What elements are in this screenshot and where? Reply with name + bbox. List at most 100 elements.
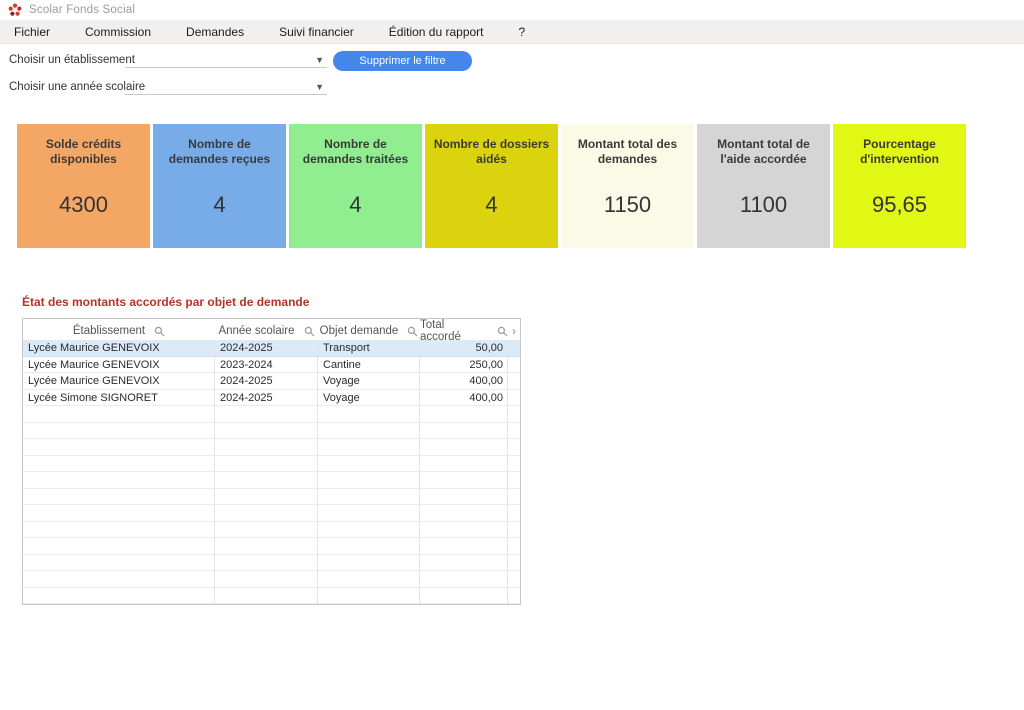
year-combo[interactable]: ▼	[125, 74, 327, 95]
app-logo-icon	[8, 3, 22, 17]
kpi-label: Montant total de l'aide accordée	[717, 137, 810, 166]
search-icon[interactable]	[407, 326, 418, 337]
table-cell: Lycée Maurice GENEVOIX	[23, 356, 215, 373]
table-cell	[318, 455, 420, 472]
table-cell	[215, 455, 318, 472]
menu-fichier[interactable]: Fichier	[14, 24, 51, 39]
menu-demandes[interactable]: Demandes	[186, 24, 245, 39]
table-cell	[23, 505, 215, 522]
table-row-strip	[508, 390, 520, 406]
table-row-0[interactable]: Lycée Maurice GENEVOIX 2024-2025 Transport…	[23, 340, 520, 357]
table-cell: 400,00	[420, 389, 508, 406]
table-row-1[interactable]: Lycée Maurice GENEVOIX 2023-2024 Cantine 25…	[23, 356, 520, 373]
table-cell	[215, 554, 318, 571]
table-row-strip	[508, 555, 520, 571]
table-cell	[215, 439, 318, 456]
table-empty-row[interactable]	[23, 587, 520, 604]
table-row-3[interactable]: Lycée Simone SIGNORET 2024-2025 Voyage 400,…	[23, 389, 520, 406]
title-bar: Scolar Fonds Social	[0, 0, 1024, 20]
menu-suivi-financier[interactable]: Suivi financier	[279, 24, 354, 39]
table-cell: 2024-2025	[215, 340, 318, 357]
table-empty-row[interactable]	[23, 406, 520, 423]
table-empty-row[interactable]	[23, 521, 520, 538]
menu-commission[interactable]: Commission	[85, 24, 152, 39]
table-empty-row[interactable]	[23, 422, 520, 439]
table-empty-row[interactable]	[23, 472, 520, 489]
column-header-label: Objet demande	[319, 325, 399, 337]
table-cell	[420, 538, 508, 555]
table-cell	[23, 554, 215, 571]
table-cell	[23, 488, 215, 505]
menu-help[interactable]: ?	[518, 24, 526, 39]
table-row-strip	[508, 423, 520, 439]
table-cell	[23, 521, 215, 538]
search-icon[interactable]	[154, 326, 165, 337]
kpi-value: 4	[349, 192, 362, 217]
table-cell: 2024-2025	[215, 373, 318, 390]
table-empty-row[interactable]	[23, 488, 520, 505]
table-cell	[215, 406, 318, 423]
table-cell	[215, 472, 318, 489]
table-cell: Lycée Maurice GENEVOIX	[23, 340, 215, 357]
chevron-down-icon: ▼	[315, 82, 324, 92]
column-header-label: Année scolaire	[218, 325, 295, 337]
table-cell	[215, 571, 318, 588]
table-row-2[interactable]: Lycée Maurice GENEVOIX 2024-2025 Voyage 400…	[23, 373, 520, 390]
menu-bar: Fichier Commission Demandes Suivi financ…	[0, 20, 1024, 44]
table-cell	[318, 571, 420, 588]
kpi-card-6: Pourcentage d'intervention 95,65	[833, 124, 966, 248]
kpi-label: Pourcentage d'intervention	[860, 137, 939, 166]
column-header-3[interactable]: Total accordé	[420, 319, 508, 343]
table-cell	[23, 455, 215, 472]
table-row-strip	[508, 472, 520, 489]
table-cell	[23, 439, 215, 456]
table-cell	[420, 488, 508, 505]
table-cell: 250,00	[420, 356, 508, 373]
table-cell	[215, 422, 318, 439]
table-cell	[420, 455, 508, 472]
kpi-card-1: Nombre de demandes reçues 4	[153, 124, 286, 248]
kpi-label: Nombre de dossiers aidés	[433, 137, 550, 166]
table-row-strip	[508, 373, 520, 390]
table-cell: Transport	[318, 340, 420, 357]
filters-panel: Choisir un établissement ▼ Supprimer le …	[0, 44, 1024, 106]
column-header-1[interactable]: Année scolaire	[215, 319, 318, 343]
table-empty-row[interactable]	[23, 439, 520, 456]
column-header-0[interactable]: Établissement	[23, 319, 215, 343]
table-cell: 50,00	[420, 340, 508, 357]
table-cell: Voyage	[318, 373, 420, 390]
table-empty-row[interactable]	[23, 455, 520, 472]
table-cell	[23, 538, 215, 555]
table-cell	[215, 587, 318, 604]
table-scroll-right-icon[interactable]: ›	[512, 324, 516, 338]
table-cell	[318, 406, 420, 423]
table-row-strip	[508, 340, 520, 357]
search-icon[interactable]	[497, 326, 508, 337]
table-empty-row[interactable]	[23, 554, 520, 571]
table-cell: 400,00	[420, 373, 508, 390]
table-cell	[318, 505, 420, 522]
search-icon[interactable]	[304, 326, 315, 337]
kpi-card-2: Nombre de demandes traitées 4	[289, 124, 422, 248]
table-empty-row[interactable]	[23, 505, 520, 522]
table-empty-row[interactable]	[23, 571, 520, 588]
column-header-2[interactable]: Objet demande	[318, 319, 420, 343]
clear-filter-button[interactable]: Supprimer le filtre	[333, 51, 472, 71]
table-cell	[215, 521, 318, 538]
table-empty-row[interactable]	[23, 538, 520, 555]
kpi-label: Nombre de demandes traitées	[302, 137, 409, 166]
establishment-combo[interactable]: ▼	[125, 47, 327, 68]
table-cell	[420, 521, 508, 538]
table-row-strip	[508, 456, 520, 472]
table-cell	[318, 521, 420, 538]
table-cell	[318, 554, 420, 571]
menu-edition-rapport[interactable]: Édition du rapport	[388, 24, 484, 39]
table-cell	[420, 571, 508, 588]
table-header-row: Établissement Année scolaire Objet demande…	[23, 319, 520, 343]
table-cell: Cantine	[318, 356, 420, 373]
kpi-card-0: Solde crédits disponibles 4300	[17, 124, 150, 248]
table-row-strip	[508, 406, 520, 423]
table-cell	[318, 422, 420, 439]
chevron-down-icon: ▼	[315, 55, 324, 65]
kpi-label: Montant total des demandes	[577, 137, 678, 166]
